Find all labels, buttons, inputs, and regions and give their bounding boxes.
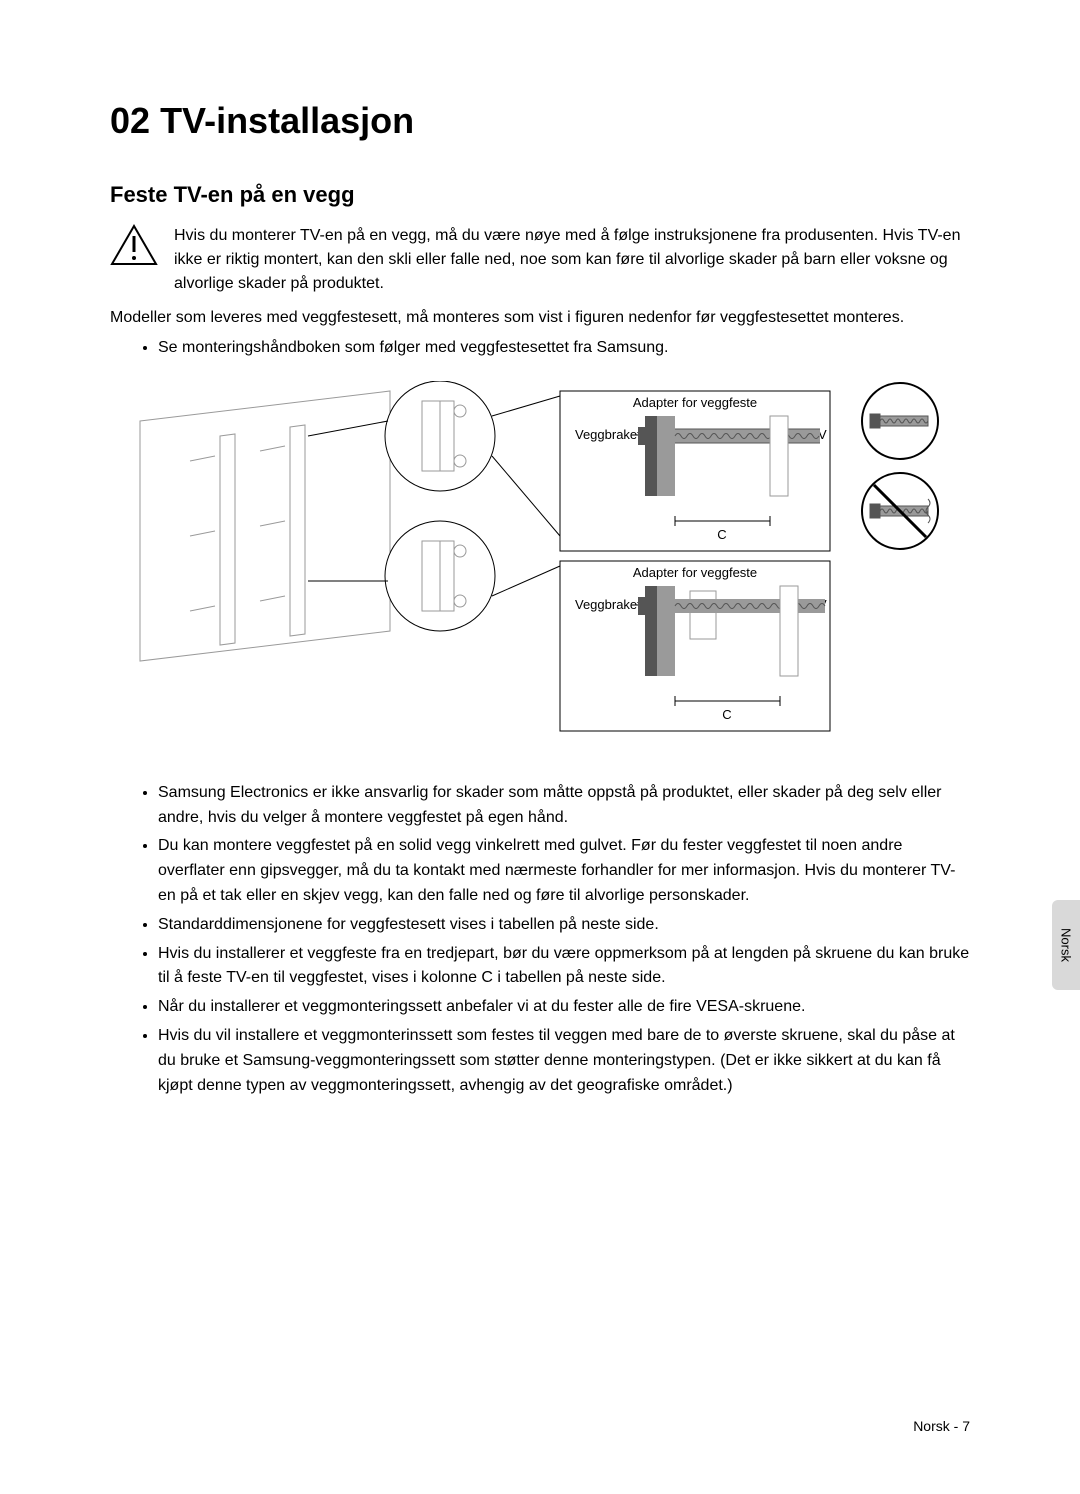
- section-title: Feste TV-en på en vegg: [110, 182, 970, 208]
- chapter-title: 02 TV-installasjon: [110, 100, 970, 142]
- warning-text: Hvis du monterer TV-en på en vegg, må du…: [174, 224, 970, 296]
- diagram-label-c-1: C: [717, 527, 726, 542]
- warning-icon: [110, 224, 158, 266]
- list-item: Hvis du installerer et veggfeste fra en …: [158, 942, 970, 992]
- intro-bullets: Se monteringshåndboken som følger med ve…: [110, 336, 970, 361]
- chapter-number: 02: [110, 100, 150, 141]
- footer-language: Norsk: [913, 1418, 950, 1434]
- diagram-label-adapter-1: Adapter for veggfeste: [633, 395, 757, 410]
- list-item: Samsung Electronics er ikke ansvarlig fo…: [158, 781, 970, 831]
- wall-mount-diagram: Adapter for veggfeste Veggbrakett TV: [110, 381, 970, 751]
- list-item: Hvis du vil installere et veggmonterinss…: [158, 1024, 970, 1098]
- notes-list: Samsung Electronics er ikke ansvarlig fo…: [110, 781, 970, 1099]
- intro-bullet-item: Se monteringshåndboken som følger med ve…: [158, 336, 970, 361]
- language-tab-label: Norsk: [1059, 928, 1074, 962]
- page-footer: Norsk - 7: [913, 1418, 970, 1434]
- chapter-title-text: TV-installasjon: [160, 100, 414, 141]
- diagram-label-adapter-2: Adapter for veggfeste: [633, 565, 757, 580]
- list-item: Standarddimensjonene for veggfestesett v…: [158, 913, 970, 938]
- list-item: Når du installerer et veggmonteringssett…: [158, 995, 970, 1020]
- warning-block: Hvis du monterer TV-en på en vegg, må du…: [110, 224, 970, 296]
- list-item: Du kan montere veggfestet på en solid ve…: [158, 834, 970, 908]
- language-tab: Norsk: [1052, 900, 1080, 990]
- intro-text: Modeller som leveres med veggfestesett, …: [110, 306, 970, 330]
- footer-page: 7: [962, 1418, 970, 1434]
- diagram-label-c-2: C: [722, 707, 731, 722]
